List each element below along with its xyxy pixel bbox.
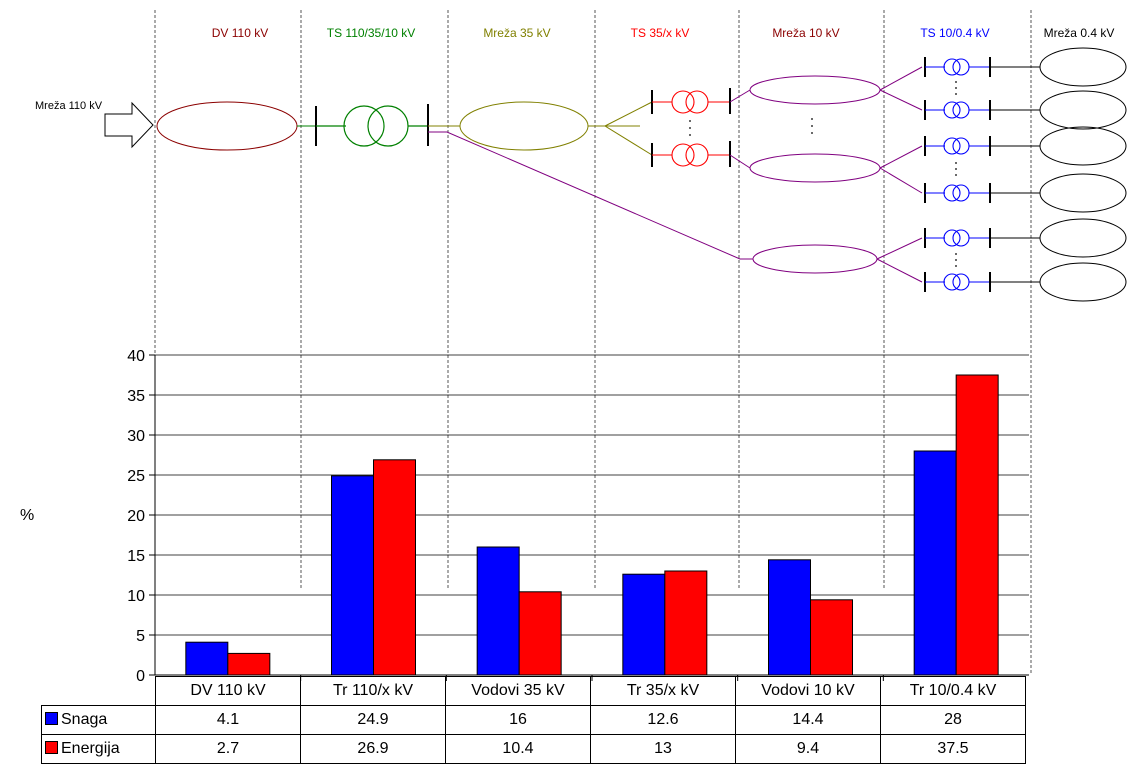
- y-tick-label: 15: [127, 548, 145, 565]
- table-category: Vodovi 35 kV: [445, 676, 591, 706]
- ts-04-transformer: [924, 57, 991, 77]
- net-35-branches: [588, 101, 653, 156]
- ts-35-transformers: [651, 88, 731, 167]
- net-04-ellipse: [1039, 218, 1127, 258]
- ts-04-transformer: [924, 272, 991, 292]
- table-cell: 2.7: [155, 734, 301, 764]
- table-cell: 26.9: [300, 734, 446, 764]
- table-cell: 12.6: [590, 705, 736, 735]
- y-tick-label: 35: [127, 388, 145, 405]
- column-header: Mreža 0.4 kV: [1044, 26, 1115, 40]
- table-cell: 13: [590, 734, 736, 764]
- table-corner: [41, 676, 156, 706]
- legend-label: Snaga: [61, 711, 108, 728]
- column-header: TS 110/35/10 kV: [327, 26, 416, 40]
- data-table: DV 110 kV Tr 110/x kV Vodovi 35 kV Tr 35…: [41, 676, 1026, 764]
- column-header: Mreža 10 kV: [772, 26, 839, 40]
- table-cell: 37.5: [880, 734, 1026, 764]
- y-tick-label: 5: [136, 628, 145, 645]
- gridlines: [155, 354, 1029, 636]
- bar-snaga: [768, 559, 811, 676]
- ts-04-transformer: [924, 228, 991, 248]
- y-tick-label: 40: [127, 348, 145, 365]
- y-tick-label: 10: [127, 588, 145, 605]
- ts-35-dots: [689, 120, 691, 136]
- network-diagram: Mreža 110 kV: [35, 47, 1127, 302]
- column-header: Mreža 35 kV: [483, 26, 550, 40]
- net-04-ellipse: [1039, 173, 1127, 213]
- column-header: TS 35/x kV: [631, 26, 690, 40]
- net-35-ellipse: [459, 101, 589, 151]
- legend-entry-snaga: Snaga: [41, 705, 156, 735]
- bar-snaga: [476, 546, 520, 676]
- column-header: DV 110 kV: [212, 26, 268, 40]
- net-04-ellipse: [1039, 90, 1127, 130]
- table-cell: 28: [880, 705, 1026, 735]
- table-category: Tr 110/x kV: [300, 676, 446, 706]
- net-10-dots: [811, 118, 813, 134]
- table-cell: 9.4: [735, 734, 881, 764]
- table-row: Snaga 4.1 24.9 16 12.6 14.4 28: [41, 705, 1026, 735]
- column-header: TS 10/0.4 kV: [920, 26, 989, 40]
- net-10-elements: [428, 66, 923, 283]
- legend-swatch: [45, 741, 58, 754]
- table-category: DV 110 kV: [155, 676, 301, 706]
- ts-04-transformer: [924, 100, 991, 120]
- line-110-ellipse: [156, 101, 298, 151]
- y-tick-label: 25: [127, 468, 145, 485]
- ts-04-dots: [955, 81, 957, 267]
- table-cell: 10.4: [445, 734, 591, 764]
- table-cell: 24.9: [300, 705, 446, 735]
- bar-energija: [518, 591, 562, 676]
- bar-energija: [955, 374, 999, 676]
- legend-label: Energija: [61, 740, 120, 757]
- bar-energija: [227, 652, 271, 676]
- table-cell: 14.4: [735, 705, 881, 735]
- bar-energija: [664, 570, 708, 676]
- column-dividers: [154, 10, 1032, 675]
- input-label: Mreža 110 kV: [35, 100, 103, 112]
- bar-snaga: [913, 450, 957, 676]
- column-headers: DV 110 kV TS 110/35/10 kV Mreža 35 kV TS 35…: [212, 26, 1115, 40]
- ts-04-transformer: [924, 183, 991, 203]
- table-category: Vodovi 10 kV: [735, 676, 881, 706]
- net-04-ellipse: [1039, 262, 1127, 302]
- input-arrow: [104, 101, 154, 149]
- table-category: Tr 10/0.4 kV: [880, 676, 1026, 706]
- y-axis-label: %: [20, 507, 35, 524]
- y-tick-label: 30: [127, 428, 145, 445]
- table-header-row: DV 110 kV Tr 110/x kV Vodovi 35 kV Tr 35…: [41, 676, 1026, 706]
- bar-snaga: [331, 475, 374, 676]
- table-cell: 16: [445, 705, 591, 735]
- table-category: Tr 35/x kV: [590, 676, 736, 706]
- legend-swatch: [45, 712, 58, 725]
- bar-energija: [810, 599, 853, 676]
- legend-entry-energija: Energija: [41, 734, 156, 764]
- ts-04-transformers: [924, 57, 991, 292]
- bar-snaga: [185, 641, 229, 676]
- table-cell: 4.1: [155, 705, 301, 735]
- y-tick-label: 20: [127, 508, 145, 525]
- ts-110-transformer: [315, 104, 429, 147]
- net-04-ellipse: [1039, 126, 1127, 166]
- ts-04-transformer: [924, 136, 991, 156]
- bar-snaga: [622, 573, 666, 676]
- table-row: Energija 2.7 26.9 10.4 13 9.4 37.5: [41, 734, 1026, 764]
- net-04-ellipses: [990, 47, 1127, 302]
- net-04-ellipse: [1039, 47, 1127, 87]
- bar-energija: [373, 459, 416, 676]
